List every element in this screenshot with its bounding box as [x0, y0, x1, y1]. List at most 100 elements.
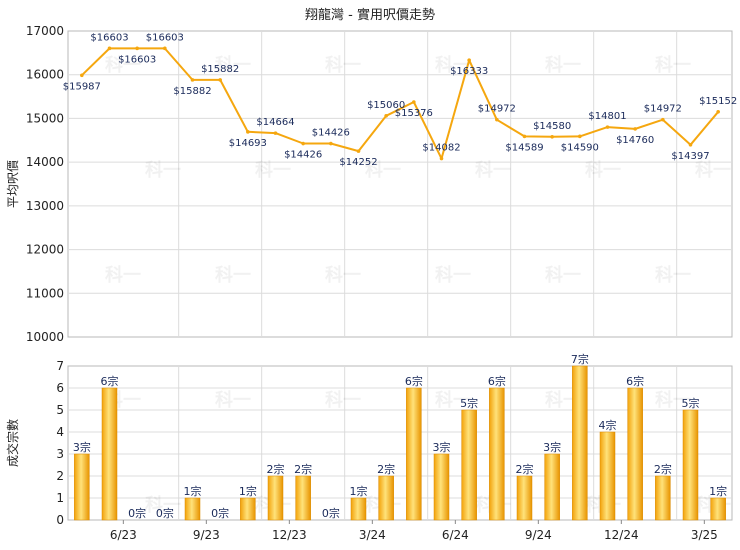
x-tick-label: 3/25 — [691, 528, 718, 542]
volume-bar — [682, 409, 699, 521]
price-point-label: $14664 — [256, 117, 294, 128]
price-point — [218, 78, 222, 82]
price-watermark: 科一 — [435, 264, 471, 286]
price-point — [633, 127, 637, 131]
volume-bar-label: 6宗 — [626, 374, 644, 388]
price-point-label: $14252 — [339, 157, 377, 168]
volume-bar — [240, 497, 256, 521]
price-point — [301, 141, 305, 146]
price-point-label: $14972 — [644, 104, 682, 115]
volume-bar — [184, 497, 201, 521]
volume-bar — [267, 475, 284, 521]
price-watermark: 科一 — [545, 264, 581, 286]
x-tick-label: 12/23 — [272, 528, 307, 542]
price-watermark: 科一 — [215, 264, 251, 286]
volume-bar-label: 3宗 — [433, 440, 451, 454]
volume-bar — [433, 453, 450, 521]
price-point-label: $14082 — [422, 143, 460, 154]
price-point-label: $14590 — [561, 142, 599, 153]
price-point-label: $15060 — [367, 100, 405, 111]
x-tick-label: 6/24 — [442, 528, 469, 542]
volume-y-tick-label: 5 — [56, 403, 64, 417]
price-point-label: $14760 — [616, 135, 654, 146]
price-point-label: $16603 — [118, 54, 156, 65]
price-watermark: 科一 — [105, 54, 141, 76]
price-point — [661, 117, 665, 122]
volume-bar-label: 2宗 — [516, 462, 534, 476]
volume-y-tick-label: 7 — [56, 359, 64, 373]
price-y-tick-label: 10000 — [26, 330, 64, 344]
price-point-label: $14397 — [671, 151, 709, 162]
price-point-label: $14801 — [588, 111, 626, 122]
volume-bar-label: 2宗 — [294, 462, 312, 476]
price-watermark: 科一 — [255, 159, 291, 181]
price-point-label: $15987 — [63, 81, 101, 92]
volume-bar-label: 3宗 — [543, 440, 561, 454]
price-watermark: 科一 — [475, 159, 511, 181]
price-watermark: 科一 — [325, 54, 361, 76]
volume-watermark: 科一 — [545, 389, 581, 411]
price-point — [550, 134, 554, 139]
volume-bar — [461, 409, 477, 521]
price-watermark: 科一 — [435, 54, 471, 76]
price-y-tick-label: 15000 — [26, 111, 64, 125]
volume-panel: 01234567成交宗數科一科一科一科一科一科一科一科一科一科一科一科一3宗6宗… — [5, 352, 733, 542]
volume-bar-label: 7宗 — [571, 352, 589, 366]
volume-bar — [627, 387, 643, 521]
volume-bar — [599, 431, 616, 521]
price-point — [329, 141, 333, 146]
price-point-label: $14693 — [229, 138, 267, 149]
volume-bar — [655, 475, 671, 521]
x-tick-label: 12/24 — [604, 528, 639, 542]
volume-bar — [710, 497, 726, 521]
volume-bar-label: 2宗 — [267, 462, 285, 476]
price-point-label: $14426 — [284, 150, 322, 161]
price-watermark: 科一 — [105, 264, 141, 286]
volume-y-tick-label: 2 — [56, 469, 64, 483]
price-watermark: 科一 — [365, 159, 401, 181]
price-point — [688, 142, 693, 147]
volume-bar — [101, 387, 118, 521]
volume-bar-label: 1宗 — [239, 484, 257, 498]
volume-bar-label: 0宗 — [322, 506, 340, 520]
price-watermark: 科一 — [145, 159, 181, 181]
chart-title: 翔龍灣 - 實用呎價走勢 — [305, 7, 435, 23]
volume-bar — [489, 387, 505, 521]
volume-y-tick-label: 4 — [56, 425, 64, 439]
volume-bar — [295, 475, 311, 521]
price-watermark: 科一 — [695, 159, 731, 181]
volume-watermark: 科一 — [215, 389, 251, 411]
price-point — [605, 125, 610, 129]
price-point-label: $15882 — [173, 86, 211, 97]
volume-bar-label: 1宗 — [184, 484, 202, 498]
volume-bar — [516, 475, 533, 521]
volume-bar-label: 0宗 — [156, 506, 174, 520]
volume-bar — [74, 453, 90, 521]
price-point — [495, 117, 499, 122]
volume-bar — [544, 453, 560, 521]
price-y-tick-label: 16000 — [26, 68, 64, 82]
price-point — [578, 134, 582, 139]
volume-bar-label: 4宗 — [599, 418, 617, 432]
volume-watermark: 科一 — [145, 494, 181, 516]
volume-bar — [350, 497, 367, 521]
price-point — [190, 78, 195, 82]
volume-bar-label: 5宗 — [460, 396, 478, 410]
price-watermark: 科一 — [325, 264, 361, 286]
x-tick-label: 9/23 — [193, 528, 220, 542]
volume-y-axis-label: 成交宗數 — [5, 419, 20, 467]
x-tick-label: 3/24 — [359, 528, 386, 542]
volume-bar-label: 1宗 — [350, 484, 368, 498]
volume-watermark: 科一 — [655, 389, 691, 411]
price-y-tick-label: 17000 — [26, 24, 64, 38]
volume-bar — [572, 365, 588, 521]
price-plot-frame — [67, 30, 733, 338]
volume-y-tick-label: 1 — [56, 491, 64, 505]
volume-bar-label: 6宗 — [405, 374, 423, 388]
volume-watermark: 科一 — [435, 389, 471, 411]
volume-bar-label: 0宗 — [128, 506, 146, 520]
price-point-label: $15152 — [699, 96, 737, 107]
volume-y-tick-label: 3 — [56, 447, 64, 461]
volume-bar-label: 6宗 — [101, 374, 119, 388]
price-point — [273, 131, 278, 135]
